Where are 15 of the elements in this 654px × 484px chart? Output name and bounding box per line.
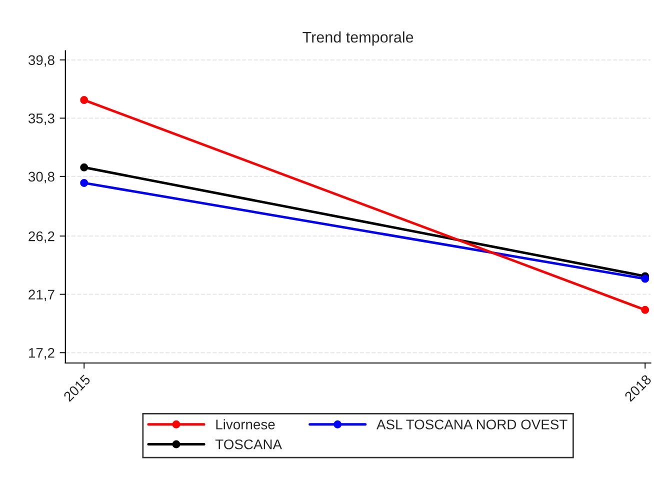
y-tick-label: 30,8 (28, 172, 54, 184)
point (80, 96, 88, 104)
chart-title: Trend temporale (302, 31, 414, 46)
y-tick-label: 35,3 (28, 114, 54, 125)
y-tick-label: 26,2 (28, 231, 54, 243)
y-tick-label: 17,2 (29, 348, 54, 360)
legend-label: TOSCANA (215, 439, 282, 450)
point (641, 306, 650, 314)
point (80, 178, 88, 187)
y-tick-label: 21,7 (28, 290, 54, 302)
y-tick-label: 39,8 (28, 55, 54, 67)
point (80, 163, 88, 172)
point (641, 274, 650, 283)
legend-label: ASL TOSCANA NORD OVEST (376, 420, 568, 430)
legend-label: Livornese (216, 419, 275, 430)
